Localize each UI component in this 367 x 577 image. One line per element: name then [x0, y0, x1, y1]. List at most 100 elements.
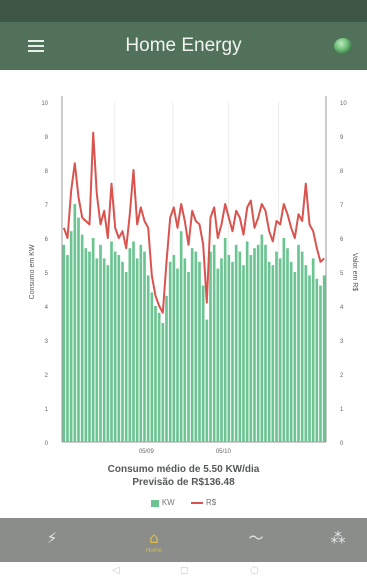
bottom-nav: ⚡ ⌂ Home 〜 ⁂: [0, 518, 367, 562]
bar-kw: [300, 251, 304, 442]
legend-label-kw: KW: [161, 498, 175, 508]
network-icon: ⁂: [330, 529, 346, 547]
y-tick-label: 4: [45, 305, 49, 311]
bar-kw: [227, 255, 231, 442]
x-tick-label: 05/09: [139, 449, 155, 455]
x-tick-label: 05/10: [216, 449, 232, 455]
bar-kw: [91, 238, 95, 442]
chart-svg: 0 1 2 3 4 5 6 7 8 9 10 0 1 2 3 4 5 6 7 8 9 10 05/09 05/10 Consum…: [29, 96, 358, 455]
y2-tick-label: 4: [340, 305, 344, 311]
bar-kw: [117, 255, 121, 442]
power-orb-icon[interactable]: [334, 38, 352, 54]
bar-kw: [95, 258, 99, 442]
y-tick-label: 2: [45, 373, 49, 379]
bar-kw: [110, 241, 113, 442]
home-button-icon[interactable]: ○: [250, 565, 259, 576]
bar-kw: [165, 295, 168, 442]
bar-kw: [135, 258, 139, 442]
bar-kw: [209, 251, 212, 442]
bar-kw: [308, 275, 311, 442]
bar-kw: [179, 231, 183, 442]
bar-kw: [143, 251, 146, 442]
nav-label-home: Home: [145, 548, 162, 554]
chart-caption-average: Consumo médio de 5.50 KW/dia: [107, 464, 260, 475]
y2-axis-title: Valor em R$: [351, 253, 358, 291]
bar-kw: [66, 255, 69, 442]
legend-item-rs: R$: [190, 498, 217, 508]
legend-swatch-rs: [190, 502, 203, 505]
bar-kw: [190, 248, 194, 442]
menu-icon[interactable]: [28, 40, 44, 52]
y-tick-label: 3: [45, 339, 49, 345]
bar-kw: [102, 258, 106, 442]
bar-kw: [315, 278, 319, 442]
bar-kw: [146, 275, 150, 442]
bar-kw: [157, 312, 161, 442]
bar-kw: [212, 244, 216, 442]
bar-kw: [73, 204, 77, 442]
back-icon[interactable]: ◁: [112, 565, 120, 576]
energy-chart: 0 1 2 3 4 5 6 7 8 9 10 0 1 2 3 4 5 6 7 8 9 10 05/09 05/10 Consum…: [0, 70, 367, 518]
bar-kw: [242, 265, 245, 442]
bar-kw: [132, 241, 135, 442]
y-tick-label: 0: [45, 441, 49, 447]
y-tick-label: 5: [45, 271, 49, 277]
nav-item-trends[interactable]: 〜: [226, 518, 286, 562]
legend-item-kw: KW: [150, 498, 175, 508]
bar-kw: [304, 265, 308, 442]
bar-kw: [154, 306, 157, 442]
bar-kw: [106, 265, 110, 442]
bar-kw: [216, 268, 220, 442]
y2-tick-label: 5: [340, 271, 344, 277]
y2-tick-label: 9: [340, 135, 344, 141]
nav-item-home[interactable]: ⌂ Home: [124, 518, 184, 562]
nav-item-network[interactable]: ⁂: [308, 518, 367, 562]
bar-kw: [278, 258, 282, 442]
recent-apps-icon[interactable]: ◻: [180, 565, 189, 576]
bar-kw: [260, 234, 264, 442]
system-nav-bar: ◁ ◻ ○: [0, 562, 367, 577]
bar-kw: [88, 251, 91, 442]
y-tick-label: 10: [41, 101, 48, 107]
legend-label-rs: R$: [205, 498, 217, 508]
bar-kw: [183, 258, 187, 442]
bar-kw: [121, 261, 124, 442]
nav-item-devices[interactable]: ⚡: [22, 518, 82, 562]
bar-kw: [201, 285, 205, 442]
bar-kw: [223, 238, 227, 442]
bar-kw: [161, 323, 165, 442]
bar-kw: [245, 241, 249, 442]
y-tick-label: 7: [45, 203, 49, 209]
bar-kw: [234, 244, 238, 442]
bar-kw: [124, 272, 128, 442]
y-tick-label: 9: [45, 135, 49, 141]
y-axis-title: Consumo em KW: [29, 244, 36, 299]
bar-kw: [84, 248, 88, 442]
bar-kw: [99, 244, 102, 442]
bar-kw: [231, 261, 234, 442]
bar-kw: [139, 244, 143, 442]
y2-tick-label: 6: [340, 237, 344, 243]
bar-kw: [150, 292, 154, 442]
y2-tick-label: 7: [340, 203, 344, 209]
y2-tick-label: 3: [340, 339, 344, 345]
bar-kw: [249, 255, 253, 442]
app-bar: Home Energy: [0, 22, 367, 70]
plug-icon: ⚡: [46, 529, 58, 547]
bar-kw: [168, 261, 172, 442]
bar-kw: [253, 248, 256, 442]
app-title: Home Energy: [125, 35, 242, 56]
bar-kw: [282, 238, 286, 442]
y-tick-label: 1: [45, 407, 49, 413]
bar-kw: [267, 261, 271, 442]
bar-kw: [62, 244, 66, 442]
bar-kw: [264, 244, 267, 442]
y2-tick-label: 2: [340, 373, 344, 379]
home-icon: ⌂: [149, 529, 159, 547]
y2-tick-label: 1: [340, 407, 344, 413]
y2-tick-label: 8: [340, 169, 344, 175]
bar-kw: [113, 251, 117, 442]
bar-kw: [275, 251, 278, 442]
bar-kw: [205, 319, 209, 442]
